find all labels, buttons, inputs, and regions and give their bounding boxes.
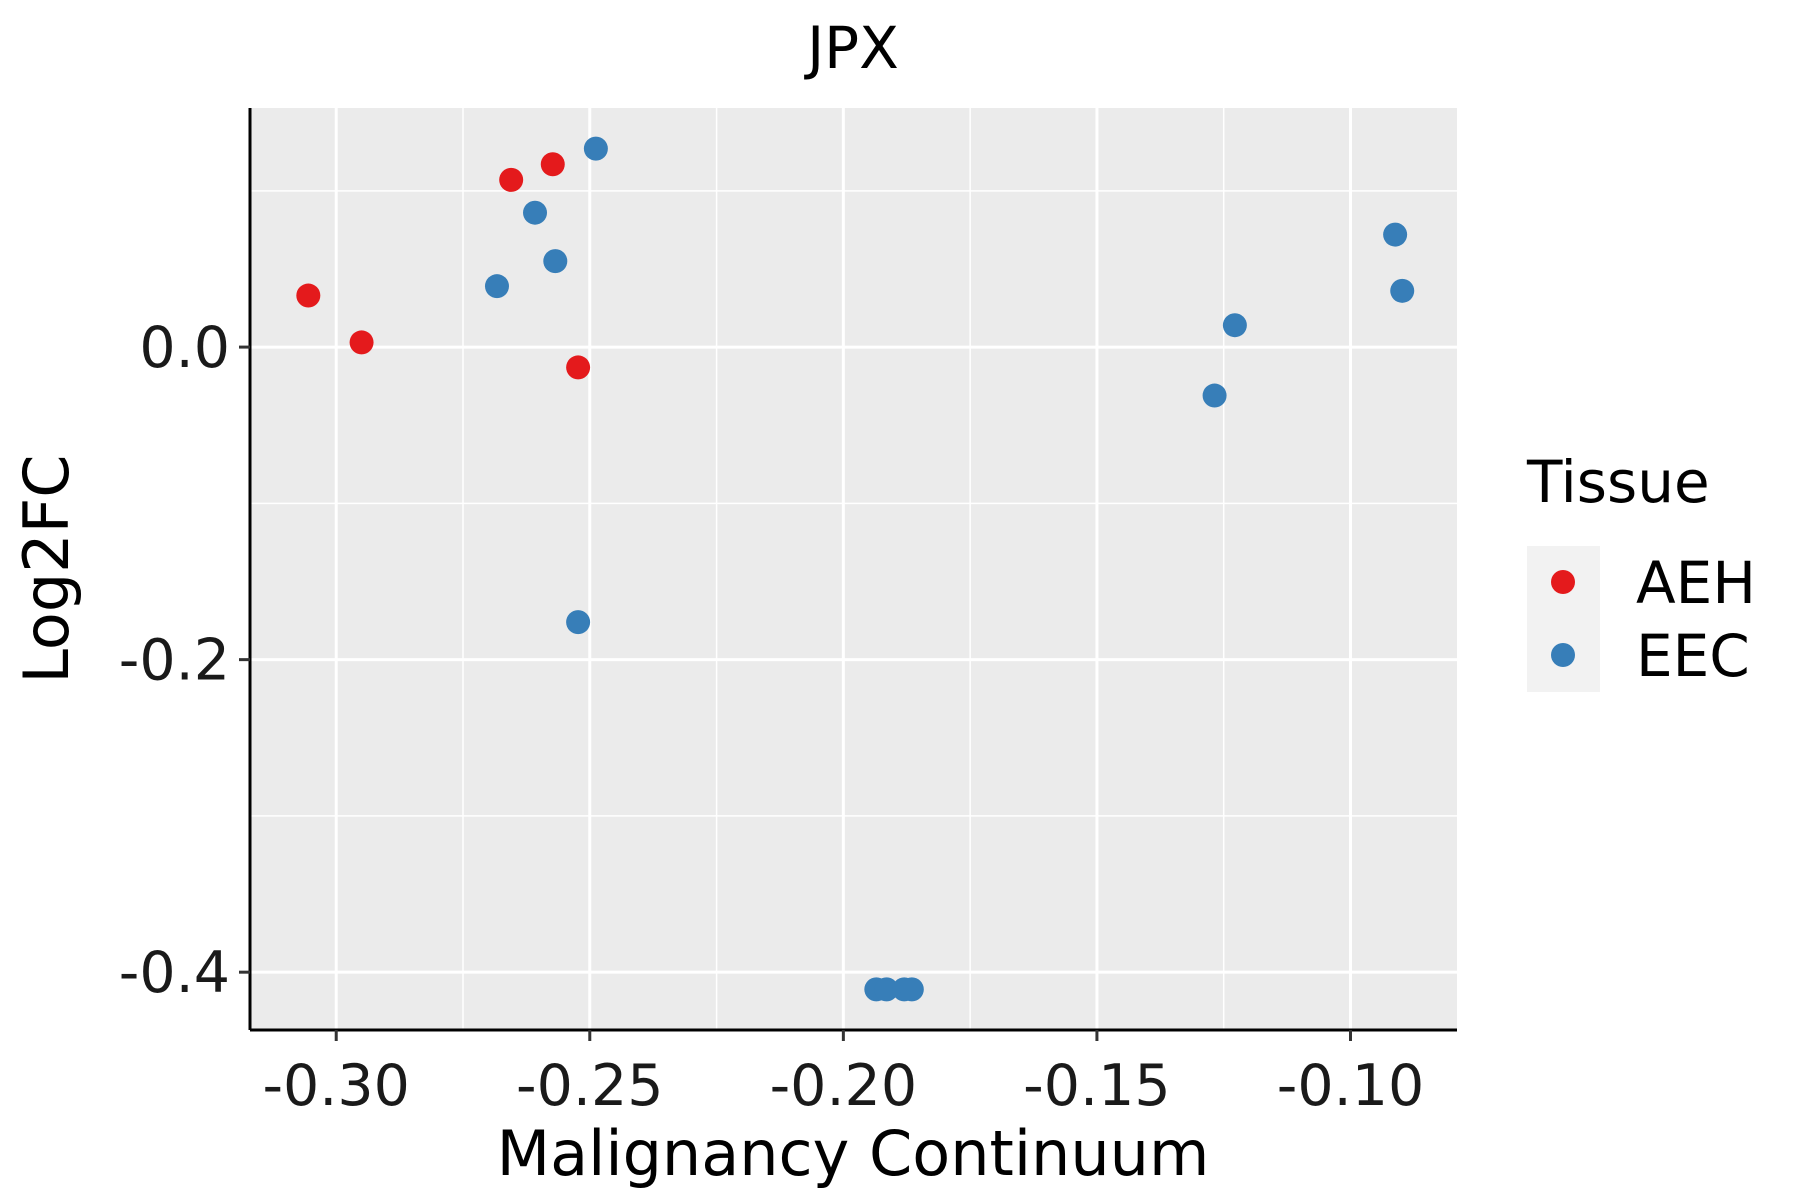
- point-eec: [543, 249, 568, 274]
- chart-title: JPX: [804, 14, 899, 82]
- data-points: [296, 136, 1415, 1002]
- major-gridlines: [250, 108, 1457, 1030]
- x-tick-label: -0.20: [770, 1053, 917, 1119]
- point-eec: [1390, 278, 1415, 303]
- y-axis-ticks: 0.0 -0.2 -0.4: [119, 315, 250, 1006]
- x-tick-label: -0.30: [262, 1053, 409, 1119]
- point-eec: [566, 610, 591, 635]
- legend-label-aeh: AEH: [1636, 549, 1756, 617]
- point-eec: [1202, 383, 1227, 408]
- point-eec: [874, 977, 899, 1002]
- point-eec: [523, 200, 548, 225]
- legend-key-eec: [1551, 643, 1575, 667]
- y-tick-label: 0.0: [139, 315, 230, 381]
- legend-key-background: [1527, 546, 1600, 692]
- point-eec: [899, 977, 924, 1002]
- point-eec: [484, 274, 509, 299]
- x-tick-label: -0.10: [1277, 1053, 1424, 1119]
- point-aeh: [349, 330, 374, 355]
- legend-title: Tissue: [1526, 448, 1710, 516]
- legend-label-eec: EEC: [1636, 622, 1750, 690]
- point-aeh: [540, 152, 565, 177]
- x-axis-ticks: -0.30 -0.25 -0.20 -0.15 -0.10: [262, 1030, 1424, 1119]
- point-eec: [1222, 313, 1247, 338]
- x-axis-title: Malignancy Continuum: [497, 1117, 1210, 1190]
- legend: Tissue AEH EEC: [1526, 448, 1756, 692]
- y-tick-label: -0.4: [119, 940, 230, 1006]
- legend-key-aeh: [1551, 570, 1575, 594]
- y-axis-title: Log2FC: [10, 454, 83, 683]
- point-aeh: [499, 167, 524, 192]
- x-tick-label: -0.25: [516, 1053, 663, 1119]
- plot-panel: [250, 108, 1457, 1030]
- point-aeh: [296, 283, 321, 308]
- point-aeh: [566, 355, 591, 380]
- y-tick-label: -0.2: [119, 628, 230, 694]
- point-eec: [583, 136, 608, 161]
- minor-gridlines: [250, 108, 1457, 1030]
- x-tick-label: -0.15: [1023, 1053, 1170, 1119]
- point-eec: [1383, 222, 1408, 247]
